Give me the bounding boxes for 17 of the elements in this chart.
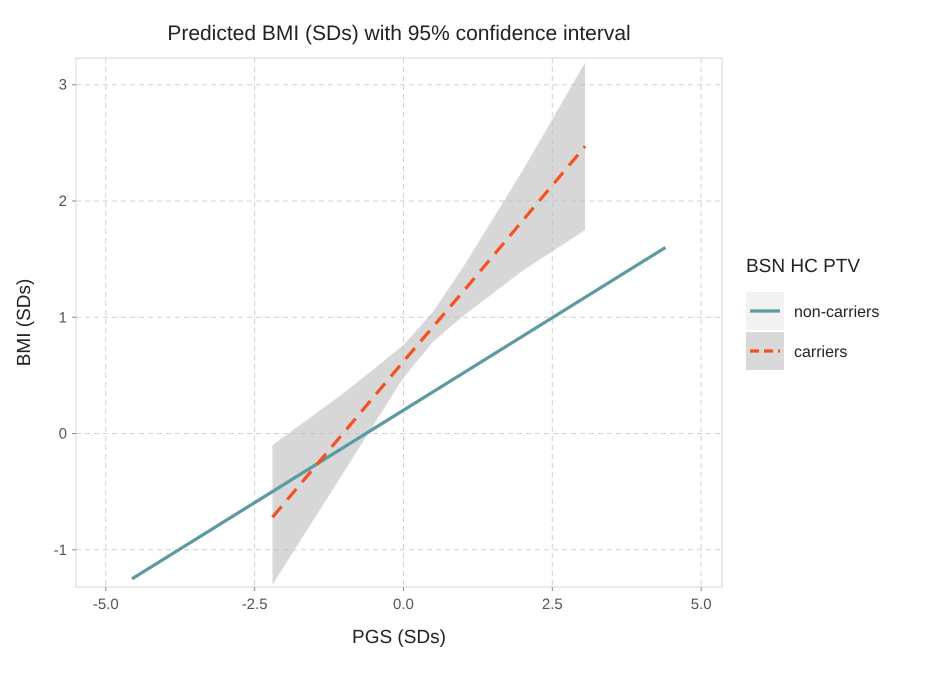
legend-label: carriers bbox=[794, 344, 848, 361]
x-tick-label: 2.5 bbox=[542, 596, 563, 613]
x-tick-label: 0.0 bbox=[393, 596, 414, 613]
legend-label: non-carriers bbox=[794, 304, 880, 321]
line-series bbox=[270, 144, 587, 519]
y-tick-label: 2 bbox=[58, 193, 67, 210]
y-tick-label: 0 bbox=[58, 426, 67, 443]
y-tick-label: 1 bbox=[58, 309, 67, 326]
x-axis-title: PGS (SDs) bbox=[352, 627, 446, 648]
y-axis-title: BMI (SDs) bbox=[14, 278, 35, 366]
y-tick-label: -1 bbox=[54, 542, 67, 559]
x-tick-label: -5.0 bbox=[92, 596, 119, 613]
chart-title: Predicted BMI (SDs) with 95% confidence interval bbox=[167, 22, 631, 45]
y-tick-label: 3 bbox=[58, 76, 67, 94]
x-tick-label: -2.5 bbox=[242, 596, 268, 613]
x-tick-label: 5.0 bbox=[690, 596, 712, 613]
legend-title: BSN HC PTV bbox=[746, 256, 860, 277]
